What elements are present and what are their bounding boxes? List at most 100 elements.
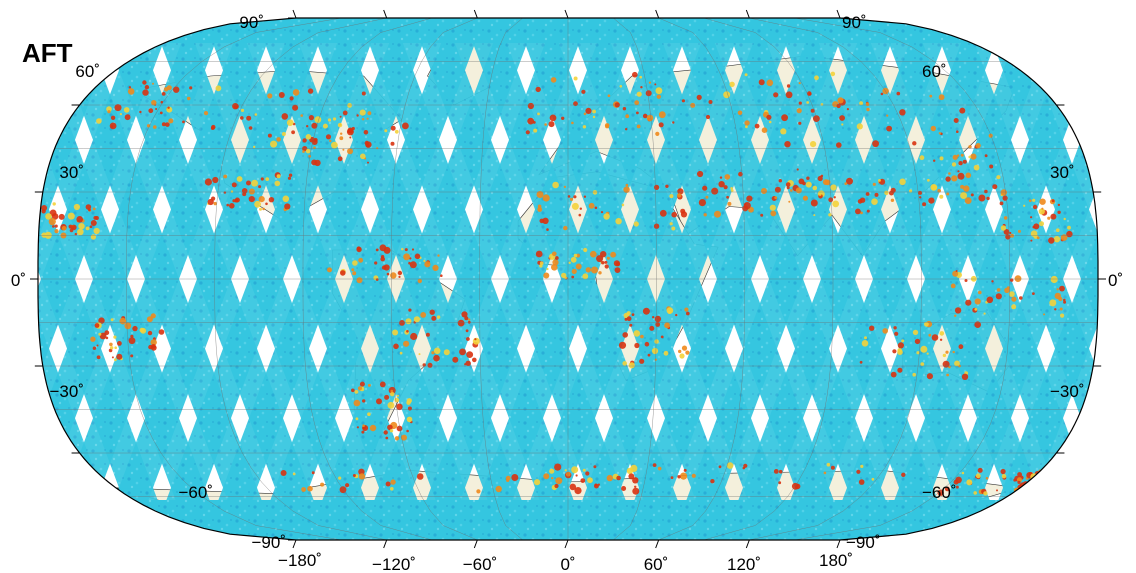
hotspot (606, 256, 610, 260)
hotspot (928, 333, 932, 337)
hotspot (878, 179, 881, 182)
hotspot (670, 476, 674, 479)
hotspot (737, 110, 743, 116)
hotspot (639, 358, 645, 364)
hotspot (123, 107, 130, 113)
hotspot (773, 92, 779, 98)
hotspot (410, 332, 418, 341)
hotspot (774, 196, 778, 200)
hotspot (94, 323, 100, 328)
hotspot (158, 329, 165, 335)
hotspot (927, 178, 930, 182)
hotspot (625, 114, 630, 119)
hotspot (110, 318, 114, 322)
hotspot (886, 125, 892, 132)
hotspot (459, 348, 466, 356)
hotspot (476, 489, 481, 494)
hotspot (327, 118, 332, 122)
hotspot (88, 208, 91, 212)
hotspot (964, 279, 968, 282)
hotspot (457, 319, 465, 327)
meridian (479, 18, 523, 540)
hotspot (654, 315, 662, 323)
hotspot (119, 317, 127, 325)
hotspot (616, 475, 621, 481)
hotspot (951, 162, 957, 167)
hotspot (939, 194, 944, 199)
hotspot (267, 133, 272, 138)
hotspot (778, 481, 782, 485)
hotspot (308, 115, 314, 121)
hotspot (846, 108, 850, 111)
hotspot (959, 107, 966, 114)
hotspot (573, 76, 578, 81)
lon-tick-top (473, 9, 478, 19)
meridian (391, 18, 478, 540)
hotspot (954, 314, 957, 317)
hotspot (996, 489, 998, 492)
hotspot (696, 94, 702, 100)
hotspot (384, 129, 388, 133)
hotspot (1049, 299, 1057, 307)
hotspot (284, 203, 291, 210)
hotspot (406, 416, 413, 423)
lon-tick-bottom (745, 539, 750, 549)
map-title: AFT (22, 38, 73, 68)
hotspot (658, 111, 666, 119)
swath-descending (976, 18, 1098, 540)
hotspot (652, 316, 655, 319)
hotspot (404, 248, 408, 252)
hotspot (417, 278, 422, 284)
hotspot (573, 101, 578, 107)
hotspot (926, 373, 934, 380)
hotspot (636, 111, 639, 115)
lon-label-180: 180˚ (819, 551, 853, 570)
hotspot (352, 474, 356, 477)
hotspot (859, 101, 863, 106)
hotspot (860, 211, 863, 215)
hotspot (585, 107, 592, 114)
hotspot (651, 347, 659, 355)
hotspot (874, 192, 879, 197)
hotspot (292, 89, 300, 96)
hotspot (953, 118, 959, 123)
hotspot (901, 472, 906, 477)
hotspot (1057, 203, 1061, 207)
hotspot (1004, 287, 1010, 293)
hotspot (978, 194, 986, 202)
hotspot (912, 329, 919, 336)
hotspot-patches (41, 71, 1073, 496)
hotspot (41, 205, 48, 211)
hotspot (533, 128, 538, 133)
hotspot (823, 471, 827, 475)
hotspot (356, 246, 361, 251)
hotspot (1029, 199, 1032, 202)
hotspot (495, 485, 502, 493)
hotspot (413, 316, 420, 323)
hotspot (288, 173, 293, 177)
hotspot (314, 116, 322, 123)
hotspot (626, 316, 632, 322)
hotspot (632, 477, 639, 484)
hotspot (1047, 216, 1051, 220)
hotspot (946, 192, 950, 196)
hotspot (345, 483, 350, 488)
hotspot (592, 109, 596, 114)
hotspot (760, 213, 764, 217)
hotspot (429, 309, 435, 315)
hotspot (351, 268, 355, 272)
hotspot (150, 339, 157, 346)
hotspot (796, 168, 799, 171)
hotspot (984, 154, 988, 158)
hotspot (629, 323, 633, 327)
hotspot (614, 267, 621, 273)
hotspot (746, 195, 753, 202)
hotspot (52, 202, 56, 206)
hotspot (660, 335, 664, 339)
hotspot (376, 147, 379, 150)
lat-label-left-m60: −60˚ (179, 483, 214, 502)
hotspot (394, 436, 400, 441)
hotspot (140, 327, 147, 334)
hotspot (622, 361, 627, 366)
hotspot (265, 177, 270, 182)
